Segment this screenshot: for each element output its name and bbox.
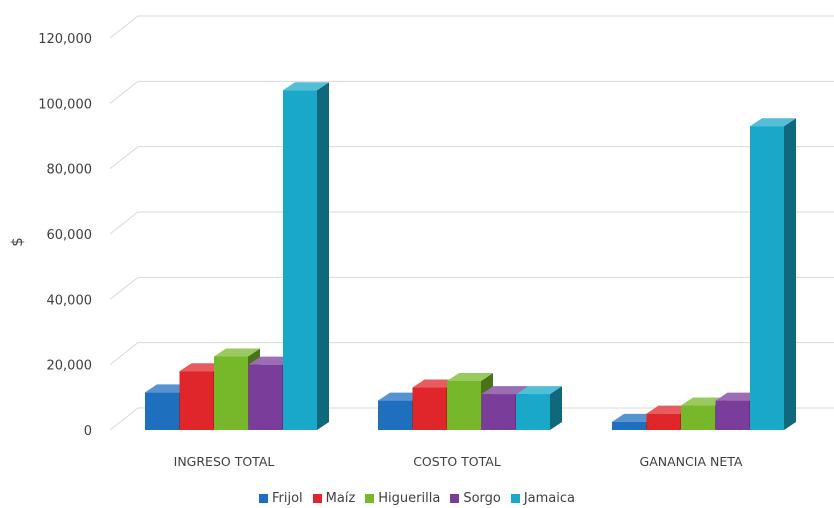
legend-item: Higuerilla bbox=[365, 491, 440, 506]
y-tick-label: 100,000 bbox=[38, 97, 92, 112]
category-label: INGRESO TOTAL bbox=[174, 454, 275, 469]
gridlines bbox=[109, 15, 834, 431]
legend-item: Frijol bbox=[258, 490, 303, 506]
gridline bbox=[109, 15, 834, 39]
gridline bbox=[109, 211, 834, 235]
legend-label: Frijol bbox=[271, 490, 303, 506]
y-tick-label: 120,000 bbox=[38, 32, 92, 47]
gridline bbox=[109, 276, 834, 300]
y-tick-label: 60,000 bbox=[47, 228, 93, 243]
bar bbox=[283, 82, 329, 431]
legend-item: Sorgo bbox=[450, 491, 501, 506]
bar bbox=[750, 118, 796, 430]
gridline bbox=[109, 80, 834, 104]
y-tick-label: 40,000 bbox=[47, 293, 93, 308]
category-label: COSTO TOTAL bbox=[413, 454, 501, 469]
legend-swatch bbox=[510, 493, 520, 503]
legend: Frijol Maíz Higuerilla Sorgo Jamaica bbox=[0, 488, 834, 508]
y-tick-label: 20,000 bbox=[47, 359, 93, 374]
gridline bbox=[109, 342, 834, 366]
gridline bbox=[109, 407, 834, 431]
legend-swatch bbox=[312, 493, 322, 503]
bar bbox=[516, 386, 562, 430]
legend-label: Sorgo bbox=[463, 490, 501, 506]
bars bbox=[145, 82, 796, 431]
gridline bbox=[109, 146, 834, 170]
legend-label: Jamaica bbox=[523, 490, 575, 506]
legend-label: Maíz bbox=[325, 490, 356, 506]
y-tick-label: 0 bbox=[84, 424, 92, 439]
legend-item: Maíz bbox=[312, 490, 356, 506]
legend-swatch bbox=[258, 493, 268, 503]
y-tick-label: 80,000 bbox=[47, 163, 93, 178]
y-axis-label: $ bbox=[8, 237, 26, 247]
legend-label: Higuerilla bbox=[378, 490, 441, 506]
legend-swatch bbox=[365, 493, 375, 503]
legend-swatch bbox=[450, 493, 460, 503]
legend-item: Jamaica bbox=[510, 490, 575, 506]
y-axis-ticks: 0 20,000 40,000 60,000 80,000 100,000 120,000 bbox=[38, 32, 92, 439]
category-label: GANANCIA NETA bbox=[640, 454, 743, 469]
category-labels: INGRESO TOTAL COSTO TOTAL GANANCIA NETA bbox=[174, 454, 743, 469]
